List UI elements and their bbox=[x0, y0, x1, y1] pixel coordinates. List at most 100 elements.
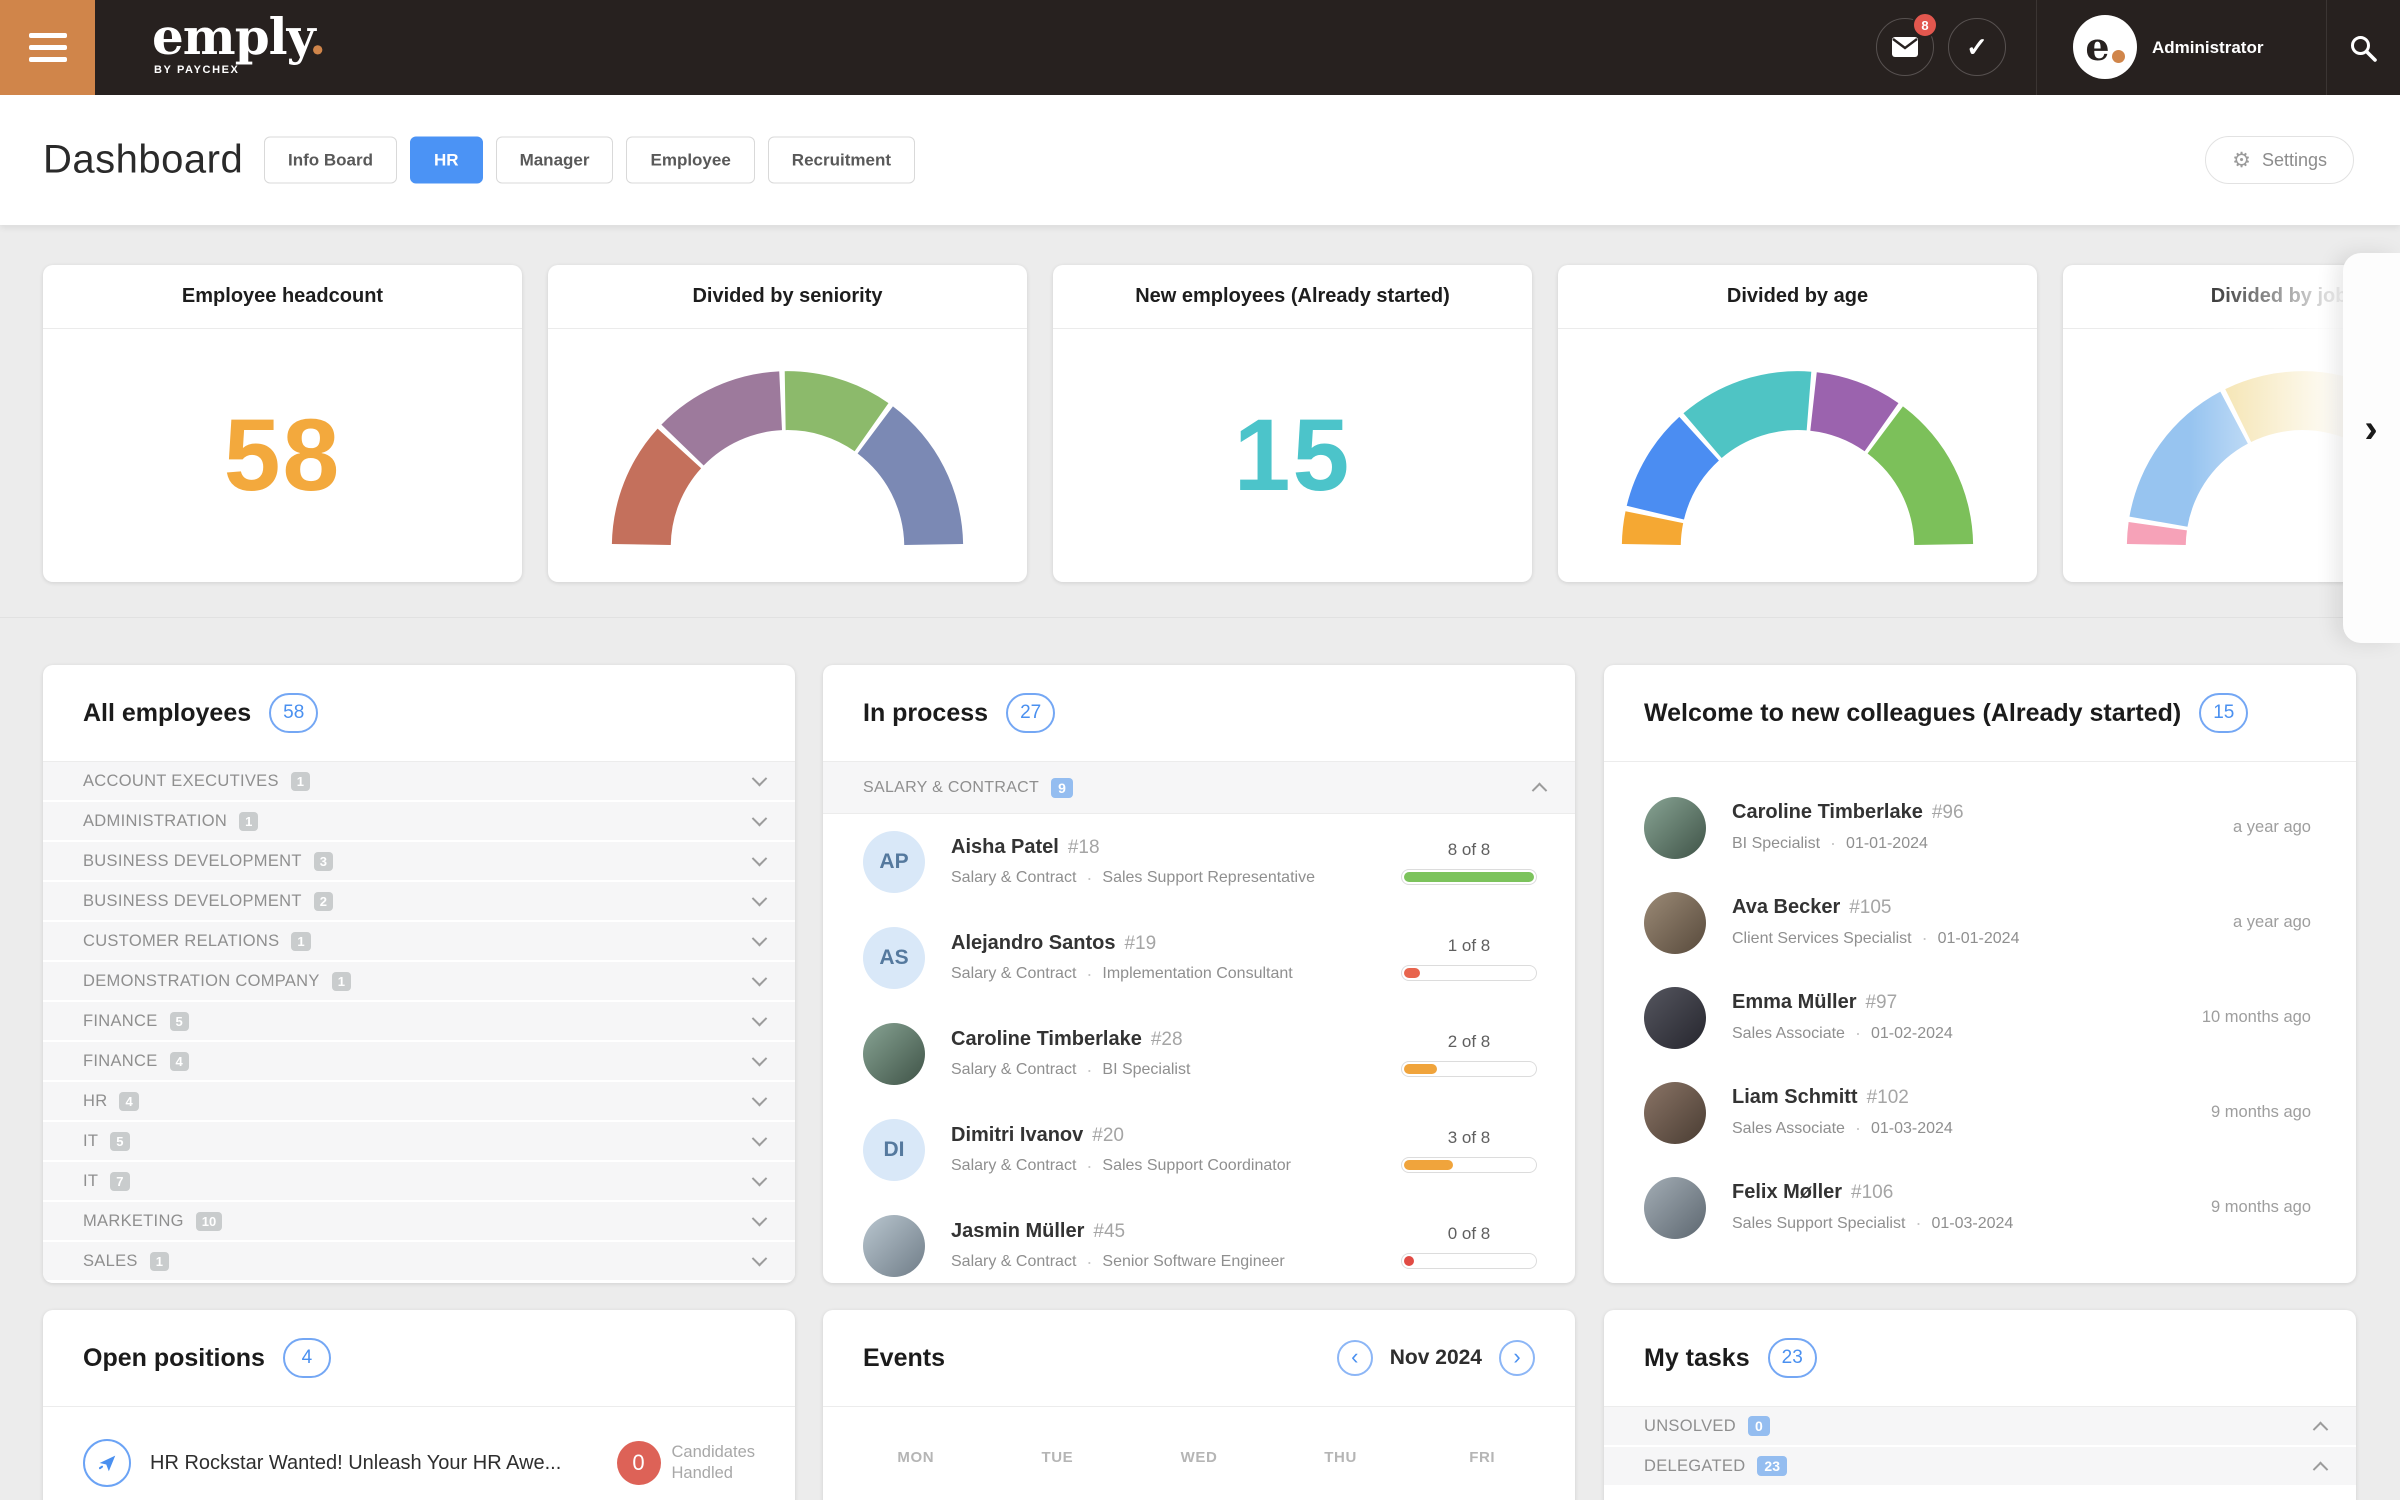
employee-name: Aisha Patel bbox=[951, 835, 1059, 858]
user-name[interactable]: Administrator bbox=[2152, 37, 2264, 57]
time-ago: 10 months ago bbox=[2201, 1008, 2311, 1026]
department-row-finance[interactable]: FINANCE 4 bbox=[43, 1042, 795, 1082]
colleague-row-felix-m-ller[interactable]: Felix Møller #106 Sales Support Specialist… bbox=[1604, 1160, 2356, 1255]
progress-bar bbox=[1401, 868, 1537, 885]
employee-name: Jasmin Müller bbox=[951, 1219, 1085, 1242]
employee-subtitle: Sales Associate · 01-02-2024 bbox=[1732, 1023, 2190, 1044]
panel-title: All employees bbox=[83, 698, 252, 727]
department-row-administration[interactable]: ADMINISTRATION 1 bbox=[43, 802, 795, 842]
gauge-segment bbox=[784, 371, 889, 452]
search-button[interactable] bbox=[2325, 0, 2400, 95]
colleague-row-emma-m-ller[interactable]: Emma Müller #97 Sales Associate · 01-02-2024… bbox=[1604, 970, 2356, 1065]
task-section-unsolved[interactable]: UNSOLVED 0 bbox=[1604, 1407, 2356, 1447]
department-row-it[interactable]: IT 7 bbox=[43, 1162, 795, 1202]
chevron-down-icon bbox=[751, 1130, 768, 1146]
department-name: DEMONSTRATION COMPANY bbox=[83, 971, 320, 990]
gauge-segment bbox=[661, 371, 782, 466]
department-row-it[interactable]: IT 5 bbox=[43, 1122, 795, 1162]
process-row-aisha-patel[interactable]: AP Aisha Patel #18 Salary & Contract · Sales … bbox=[823, 814, 1575, 910]
metric-value: 15 bbox=[1233, 397, 1352, 512]
open-position-row[interactable]: HR Rockstar Wanted! Unleash Your HR Awe.… bbox=[43, 1415, 795, 1500]
progress-fill bbox=[1404, 1255, 1414, 1266]
process-list: AP Aisha Patel #18 Salary & Contract · Sales … bbox=[823, 814, 1575, 1283]
process-row-jasmin-m-ller[interactable]: Jasmin Müller #45 Salary & Contract · Senior… bbox=[823, 1198, 1575, 1283]
department-name: SALES bbox=[83, 1251, 138, 1270]
name-line: Felix Møller #106 bbox=[1732, 1181, 2199, 1204]
card-title: New employees (Already started) bbox=[1053, 265, 1532, 329]
progress-label: 8 of 8 bbox=[1447, 839, 1491, 859]
prev-month-button[interactable]: ‹ bbox=[1336, 1340, 1373, 1376]
avatar-photo bbox=[1644, 986, 1706, 1049]
name-line: Caroline Timberlake #28 bbox=[951, 1028, 1401, 1051]
department-count-badge: 2 bbox=[313, 891, 333, 911]
name-line: Caroline Timberlake #96 bbox=[1732, 801, 2221, 824]
task-section-delegated[interactable]: DELEGATED 23 bbox=[1604, 1447, 2356, 1487]
summary-card-divided-by-seniority: Divided by seniority bbox=[548, 265, 1027, 582]
department-row-finance[interactable]: FINANCE 5 bbox=[43, 1002, 795, 1042]
messages-button[interactable]: 8 bbox=[1876, 12, 1938, 76]
user-avatar[interactable]: e bbox=[2073, 15, 2137, 79]
card-body bbox=[1558, 329, 2037, 581]
department-row-business-development[interactable]: BUSINESS DEVELOPMENT 2 bbox=[43, 882, 795, 922]
employee-subtitle: Salary & Contract · Sales Support Coordina… bbox=[951, 1156, 1401, 1177]
avatar-photo bbox=[1644, 891, 1706, 954]
department-row-account-executives[interactable]: ACCOUNT EXECUTIVES 1 bbox=[43, 762, 795, 802]
calendar-nav: ‹ Nov 2024 › bbox=[1336, 1340, 1535, 1376]
next-month-button[interactable]: › bbox=[1499, 1340, 1535, 1376]
settings-button[interactable]: ⚙ Settings bbox=[2205, 136, 2354, 184]
department-row-business-development[interactable]: BUSINESS DEVELOPMENT 3 bbox=[43, 842, 795, 882]
department-row-hr[interactable]: HR 4 bbox=[43, 1082, 795, 1122]
chevron-down-icon bbox=[751, 850, 768, 866]
gauge-segment bbox=[857, 406, 964, 545]
hamburger-menu-button[interactable] bbox=[0, 0, 95, 95]
dot-separator: · bbox=[1915, 1213, 1922, 1233]
department-row-customer-relations[interactable]: CUSTOMER RELATIONS 1 bbox=[43, 922, 795, 962]
name-line: Alejandro Santos #19 bbox=[951, 932, 1401, 955]
gauge-chart bbox=[611, 371, 964, 545]
header-divider bbox=[2036, 0, 2037, 95]
department-row-sales[interactable]: SALES 1 bbox=[43, 1242, 795, 1282]
time-ago: 9 months ago bbox=[2211, 1103, 2311, 1121]
dot-separator: · bbox=[1086, 963, 1093, 984]
process-category: Salary & Contract bbox=[951, 1061, 1077, 1078]
in-process-panel: In process 27 SALARY & CONTRACT 9 AP Aish… bbox=[823, 665, 1575, 1283]
chevron-down-icon bbox=[751, 1210, 768, 1226]
tasks-button[interactable]: ✓ bbox=[1948, 18, 2006, 76]
tab-hr[interactable]: HR bbox=[410, 136, 483, 184]
name-line: Ava Becker #105 bbox=[1732, 896, 2221, 919]
department-row-demonstration-company[interactable]: DEMONSTRATION COMPANY 1 bbox=[43, 962, 795, 1002]
process-item-main: Jasmin Müller #45 Salary & Contract · Senior… bbox=[951, 1220, 1401, 1273]
department-count-badge: 1 bbox=[149, 1251, 169, 1271]
process-category: Salary & Contract bbox=[951, 1157, 1077, 1174]
tab-recruitment[interactable]: Recruitment bbox=[767, 136, 915, 184]
department-count-badge: 7 bbox=[110, 1171, 130, 1191]
process-row-caroline-timberlake[interactable]: Caroline Timberlake #28 Salary & Contract ·… bbox=[823, 1006, 1575, 1102]
tab-manager[interactable]: Manager bbox=[495, 136, 614, 184]
carousel-next-button[interactable]: › bbox=[2346, 404, 2396, 454]
my-tasks-header: My tasks 23 bbox=[1604, 1310, 2356, 1407]
new-colleagues-list: Caroline Timberlake #96 BI Specialist · 01-0… bbox=[1604, 762, 2356, 1255]
employee-role: Sales Support Specialist bbox=[1732, 1214, 1906, 1232]
events-panel: Events ‹ Nov 2024 › MON TUE WED THU FRI bbox=[823, 1310, 1575, 1500]
department-row-marketing[interactable]: MARKETING 10 bbox=[43, 1202, 795, 1242]
tab-info-board[interactable]: Info Board bbox=[264, 136, 397, 184]
department-list: ACCOUNT EXECUTIVES 1 ADMINISTRATION 1 BUSINE… bbox=[43, 762, 795, 1282]
chevron-down-icon bbox=[751, 930, 768, 946]
process-row-dimitri-ivanov[interactable]: DI Dimitri Ivanov #20 Salary & Contract · Sal… bbox=[823, 1102, 1575, 1198]
progress-fill bbox=[1404, 967, 1421, 978]
colleague-row-liam-schmitt[interactable]: Liam Schmitt #102 Sales Associate · 01-03-20… bbox=[1604, 1065, 2356, 1160]
process-row-alejandro-santos[interactable]: AS Alejandro Santos #19 Salary & Contract · I… bbox=[823, 910, 1575, 1006]
chevron-right-icon: › bbox=[1513, 1343, 1521, 1369]
progress-block: 2 of 8 bbox=[1401, 1032, 1537, 1077]
all-employees-header: All employees 58 bbox=[43, 665, 795, 762]
progress-fill bbox=[1404, 1063, 1437, 1074]
employee-role: Implementation Consultant bbox=[1102, 965, 1293, 982]
section-salary-contract[interactable]: SALARY & CONTRACT 9 bbox=[823, 762, 1575, 814]
time-ago: a year ago bbox=[2233, 913, 2311, 931]
department-name: IT bbox=[83, 1131, 99, 1150]
colleague-row-caroline-timberlake[interactable]: Caroline Timberlake #96 BI Specialist · 01-0… bbox=[1604, 780, 2356, 875]
colleague-row-ava-becker[interactable]: Ava Becker #105 Client Services Specialist… bbox=[1604, 875, 2356, 970]
colleague-item-main: Felix Møller #106 Sales Support Specialist… bbox=[1732, 1181, 2199, 1234]
progress-block: 1 of 8 bbox=[1401, 936, 1537, 981]
tab-employee[interactable]: Employee bbox=[626, 136, 755, 184]
